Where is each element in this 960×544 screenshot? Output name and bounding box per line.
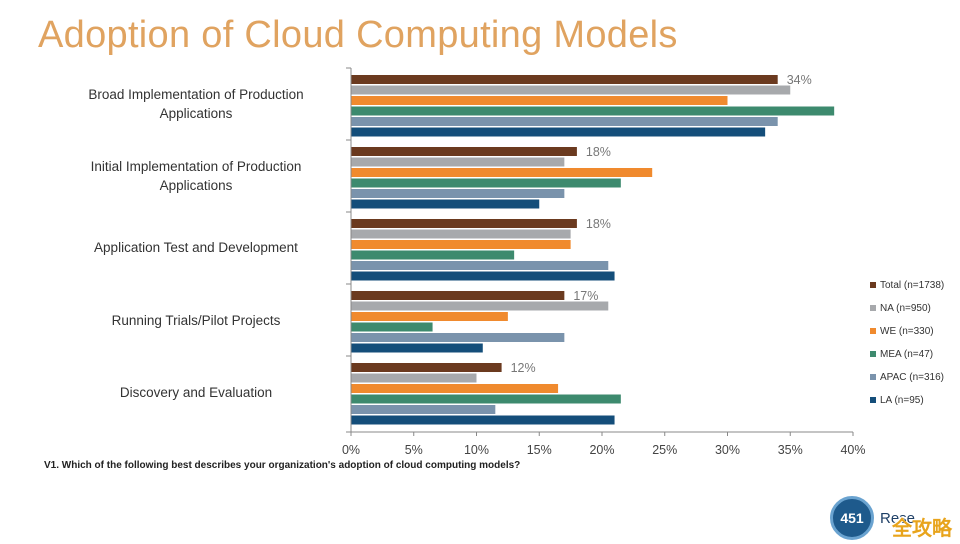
brand-name: Rese [880,510,916,527]
x-tick-label: 30% [715,443,740,457]
bar-2-0 [351,219,577,228]
legend-item: Total (n=1738) [870,280,944,294]
watermark: 全攻略 [892,518,952,540]
x-tick-label: 5% [405,443,423,457]
bar-2-3 [351,250,515,260]
bar-0-0 [351,75,778,84]
category-label-line: Applications [159,106,233,121]
bar-1-4 [351,189,565,198]
legend-swatch [870,328,876,335]
bar-1-1 [351,157,565,167]
bar-4-4 [351,405,496,414]
legend-label: WE (n=330) [880,326,934,337]
category-label-line: Discovery and Evaluation [119,385,273,400]
legend-label: MEA (n=47) [880,349,934,360]
legend-item: LA (n=95) [870,395,924,409]
bar-4-5 [351,415,615,425]
bar-3-3 [351,322,433,332]
category-label-line: Broad Implementation of Production [88,87,304,102]
x-tick-label: 0% [342,443,360,457]
category-label: Discovery and Evaluation [56,383,336,402]
total-value-label: 17% [573,289,598,303]
bar-3-5 [351,343,483,353]
category-label: Application Test and Development [56,238,336,257]
x-tick-label: 40% [840,443,865,457]
bar-1-3 [351,178,621,188]
bar-3-0 [351,291,565,300]
total-value-label: 18% [586,217,611,231]
category-label: Initial Implementation of Production Appl… [56,157,336,195]
category-label: Broad Implementation of Production Applic… [56,85,336,123]
x-tick-label: 35% [778,443,803,457]
bar-4-2 [351,384,559,393]
category-label: Running Trials/Pilot Projects [56,311,336,330]
legend-swatch [870,351,876,358]
bar-2-1 [351,229,571,239]
legend-label: APAC (n=316) [880,372,945,383]
bar-0-2 [351,96,728,105]
legend-label: LA (n=95) [880,395,924,406]
bar-1-0 [351,147,577,156]
total-value-label: 34% [787,73,812,87]
bar-4-3 [351,394,621,404]
chart-title: Adoption of Cloud Computing Models [38,14,678,56]
bar-1-2 [351,168,653,177]
x-tick-label: 15% [527,443,552,457]
legend-label: NA (n=950) [880,303,931,314]
category-label-line: Applications [159,178,233,193]
x-tick-label: 25% [652,443,677,457]
category-label-line: Initial Implementation of Production [90,159,302,174]
footnote: V1. Which of the following best describe… [44,460,521,471]
bar-0-1 [351,85,791,95]
bar-3-2 [351,312,508,321]
legend-item: MEA (n=47) [870,349,933,363]
bar-2-4 [351,261,609,270]
bar-4-0 [351,363,502,372]
legend-swatch [870,282,876,289]
legend-label: Total (n=1738) [880,280,945,291]
bar-2-5 [351,271,615,281]
legend-swatch [870,397,876,404]
brand-logo: 451 [830,496,874,540]
bar-1-5 [351,199,540,209]
bar-3-4 [351,333,565,342]
bar-0-5 [351,127,766,137]
legend-swatch [870,374,876,381]
bar-4-1 [351,373,477,383]
legend-item: WE (n=330) [870,326,934,340]
x-tick-label: 10% [464,443,489,457]
bar-0-4 [351,117,778,126]
legend-item: NA (n=950) [870,303,931,317]
total-value-label: 12% [511,361,536,375]
bar-3-1 [351,301,609,311]
legend-item: APAC (n=316) [870,372,944,386]
category-label-line: Running Trials/Pilot Projects [111,313,281,328]
total-value-label: 18% [586,145,611,159]
x-tick-label: 20% [589,443,614,457]
category-label-line: Application Test and Development [94,240,298,255]
bar-2-2 [351,240,571,249]
bar-0-3 [351,106,835,116]
legend-swatch [870,305,876,312]
